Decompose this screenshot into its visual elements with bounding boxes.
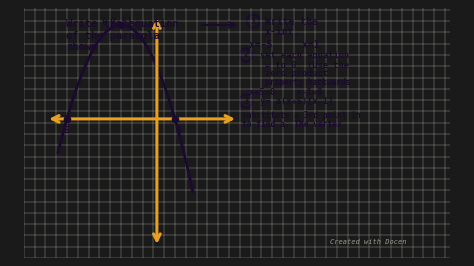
- Text: = to 0. (Use the: = to 0. (Use the: [265, 61, 349, 70]
- Text: 1: 1: [251, 17, 256, 26]
- Text: Write the equation: Write the equation: [66, 19, 179, 29]
- Text: x-int.: x-int.: [265, 27, 300, 37]
- Text: of the parabola: of the parabola: [66, 31, 160, 40]
- Text: 1: 1: [176, 126, 181, 135]
- Text: Created with Docen: Created with Docen: [330, 239, 406, 245]
- Text: 2: 2: [243, 51, 249, 60]
- Text: x=-5     x=1: x=-5 x=1: [249, 40, 319, 50]
- Text: y= a(x+5)(x-1): y= a(x+5)(x-1): [260, 97, 334, 106]
- Text: set each equation: set each equation: [260, 51, 350, 60]
- Text: x+5=0    x-1=0: x+5=0 x-1=0: [249, 88, 322, 97]
- Text: to find a. The vertex: to find a. The vertex: [242, 120, 342, 129]
- Text: Write the: Write the: [265, 17, 318, 27]
- Text: (-2,5): (-2,5): [100, 17, 133, 26]
- Text: -5: -5: [60, 126, 71, 135]
- Text: shown: shown: [66, 42, 97, 52]
- Text: property backwards: property backwards: [265, 78, 350, 86]
- Text: zero product: zero product: [265, 69, 328, 78]
- Text: substitute a 3rd point in: substitute a 3rd point in: [242, 111, 361, 120]
- Text: 3: 3: [243, 97, 249, 106]
